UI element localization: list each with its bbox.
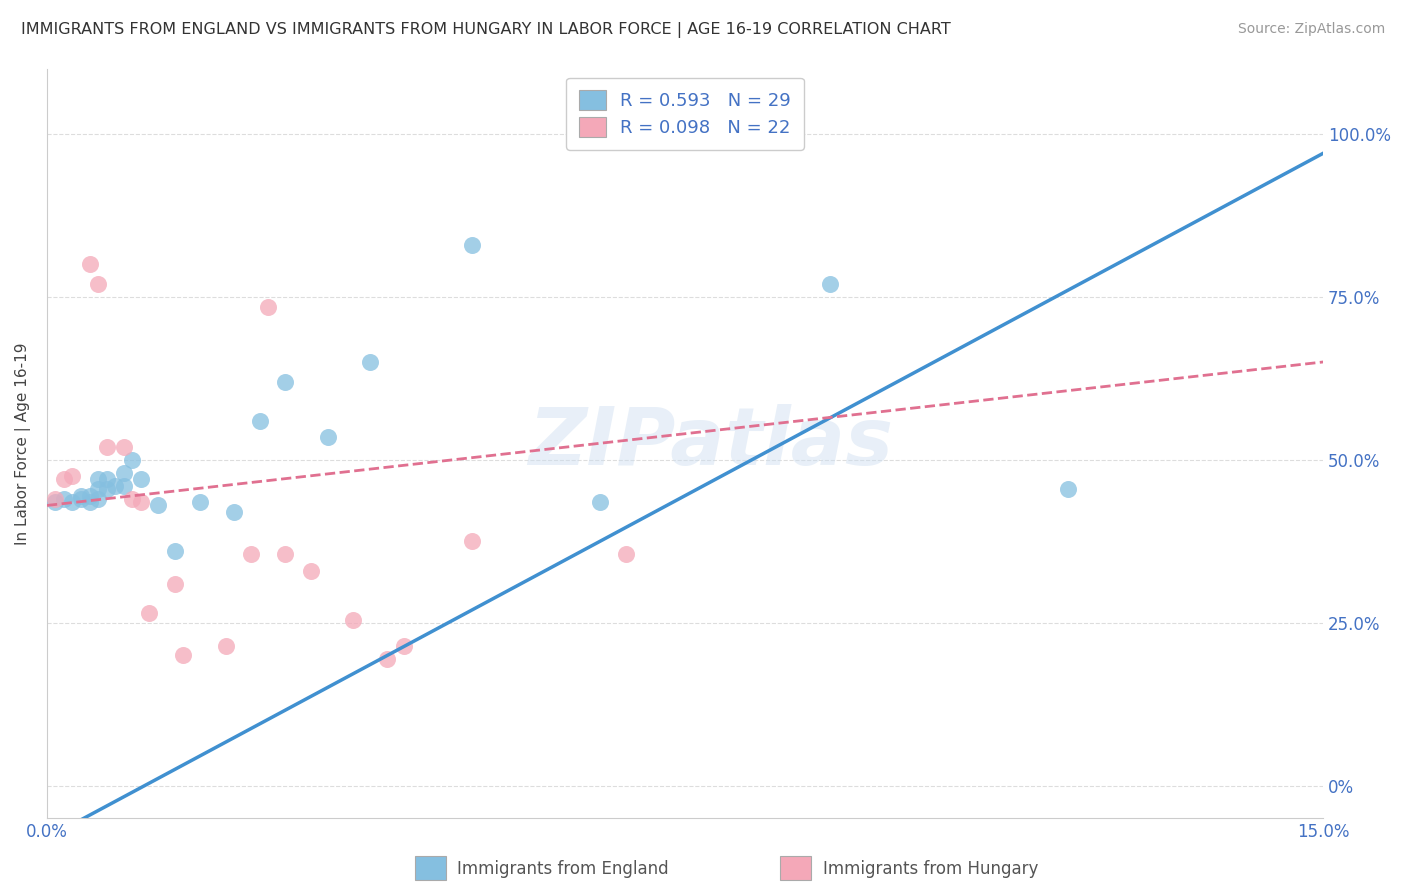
- Point: [172, 648, 194, 663]
- Point: [359, 355, 381, 369]
- Point: [249, 414, 271, 428]
- Point: [129, 495, 152, 509]
- Point: [1057, 482, 1080, 496]
- Point: [62, 495, 84, 509]
- Legend: R = 0.593   N = 29, R = 0.098   N = 22: R = 0.593 N = 29, R = 0.098 N = 22: [567, 78, 804, 150]
- Point: [274, 375, 297, 389]
- Point: [138, 606, 160, 620]
- Point: [224, 505, 246, 519]
- Point: [87, 277, 110, 291]
- Point: [79, 495, 101, 509]
- Point: [96, 440, 118, 454]
- Point: [121, 452, 143, 467]
- Point: [121, 491, 143, 506]
- Point: [589, 495, 612, 509]
- Point: [62, 469, 84, 483]
- Point: [112, 440, 135, 454]
- Point: [96, 472, 118, 486]
- Point: [53, 472, 76, 486]
- Point: [96, 482, 118, 496]
- Point: [70, 491, 93, 506]
- Point: [299, 564, 322, 578]
- Text: ZIPatlas: ZIPatlas: [529, 404, 893, 483]
- Point: [316, 430, 339, 444]
- Point: [112, 466, 135, 480]
- Point: [274, 547, 297, 561]
- Point: [44, 491, 66, 506]
- Point: [53, 491, 76, 506]
- Point: [375, 651, 398, 665]
- Point: [342, 613, 364, 627]
- Text: Immigrants from Hungary: Immigrants from Hungary: [823, 860, 1038, 878]
- Point: [394, 639, 416, 653]
- Point: [87, 472, 110, 486]
- Point: [70, 489, 93, 503]
- Point: [146, 499, 169, 513]
- Point: [818, 277, 841, 291]
- Point: [461, 237, 484, 252]
- Text: Source: ZipAtlas.com: Source: ZipAtlas.com: [1237, 22, 1385, 37]
- Point: [214, 639, 236, 653]
- Point: [129, 472, 152, 486]
- Point: [112, 479, 135, 493]
- Point: [614, 547, 637, 561]
- Point: [240, 547, 263, 561]
- Point: [163, 544, 186, 558]
- Point: [104, 479, 127, 493]
- Point: [44, 495, 66, 509]
- Point: [79, 257, 101, 271]
- Point: [188, 495, 211, 509]
- Point: [461, 534, 484, 549]
- Point: [87, 482, 110, 496]
- Y-axis label: In Labor Force | Age 16-19: In Labor Force | Age 16-19: [15, 343, 31, 545]
- Point: [257, 300, 280, 314]
- Point: [87, 491, 110, 506]
- Text: Immigrants from England: Immigrants from England: [457, 860, 669, 878]
- Point: [79, 489, 101, 503]
- Text: IMMIGRANTS FROM ENGLAND VS IMMIGRANTS FROM HUNGARY IN LABOR FORCE | AGE 16-19 CO: IMMIGRANTS FROM ENGLAND VS IMMIGRANTS FR…: [21, 22, 950, 38]
- Point: [163, 576, 186, 591]
